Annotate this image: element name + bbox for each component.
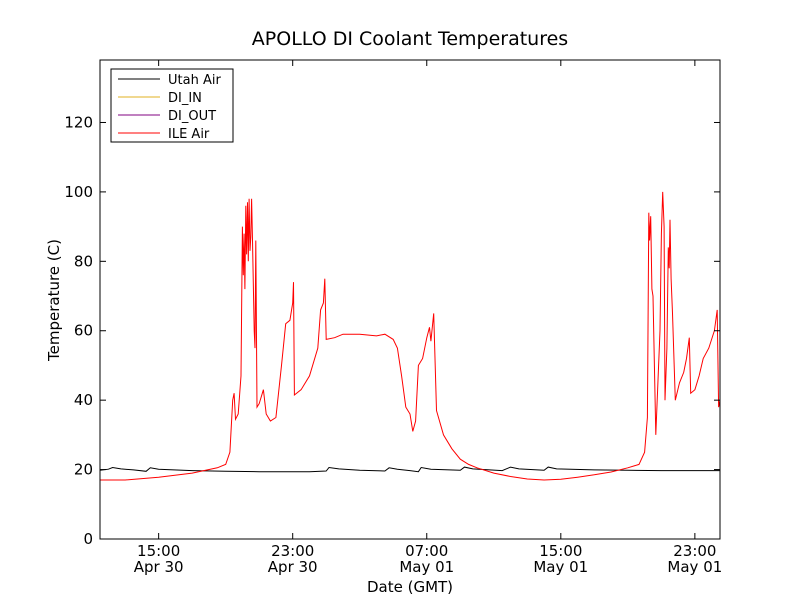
chart-title: APOLLO DI Coolant Temperatures bbox=[252, 28, 568, 50]
legend-frame bbox=[110, 68, 234, 143]
legend-label: DI_IN bbox=[168, 91, 202, 106]
x-tick-label-date: May 01 bbox=[533, 558, 588, 576]
series-line-utah-air bbox=[99, 466, 720, 473]
y-tick-label: 80 bbox=[74, 252, 93, 270]
plot-frame bbox=[99, 59, 721, 540]
legend: Utah Air DI_IN DI_OUT ILE Air bbox=[110, 68, 234, 143]
legend-label: DI_OUT bbox=[168, 109, 216, 124]
x-tick-label-date: Apr 30 bbox=[268, 558, 318, 576]
y-tick-label: 100 bbox=[64, 183, 93, 201]
y-axis: 0 20 40 60 80 100 120 bbox=[64, 113, 720, 548]
x-tick-label-date: Apr 30 bbox=[134, 558, 184, 576]
series-line-ile-air bbox=[100, 191, 721, 481]
y-tick-label: 20 bbox=[74, 461, 93, 479]
x-tick-label-time: 07:00 bbox=[405, 542, 448, 560]
x-tick-label-time: 15:00 bbox=[539, 542, 582, 560]
y-tick-label: 0 bbox=[83, 530, 93, 548]
x-tick-label-date: May 01 bbox=[399, 558, 454, 576]
y-axis-label: Temperature (C) bbox=[45, 239, 63, 362]
legend-label: Utah Air bbox=[168, 73, 221, 88]
y-tick-label: 60 bbox=[74, 322, 93, 340]
x-tick-label-date: May 01 bbox=[667, 558, 722, 576]
x-axis-label: Date (GMT) bbox=[367, 578, 453, 596]
series-layer bbox=[99, 191, 721, 481]
y-tick-label: 40 bbox=[74, 391, 93, 409]
legend-label: ILE Air bbox=[168, 127, 210, 142]
x-tick-label-time: 23:00 bbox=[271, 542, 314, 560]
x-tick-label-time: 23:00 bbox=[673, 542, 716, 560]
x-tick-label-time: 15:00 bbox=[137, 542, 180, 560]
y-tick-label: 120 bbox=[64, 113, 93, 131]
